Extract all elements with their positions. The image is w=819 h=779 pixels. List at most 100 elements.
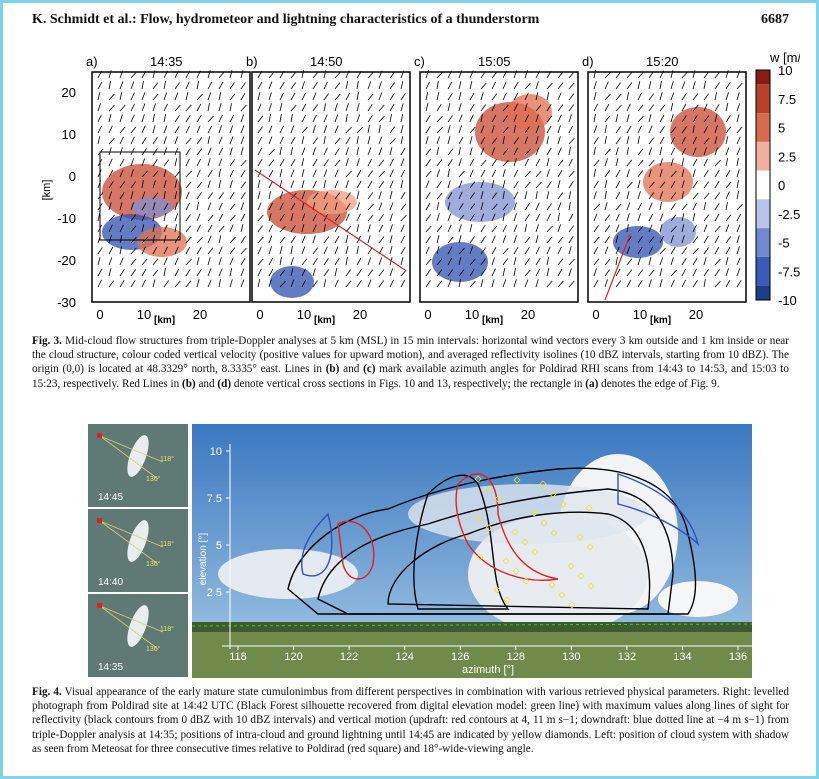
wind-vector (459, 125, 462, 133)
wind-vector (704, 182, 709, 188)
wind-vector (280, 159, 284, 166)
wind-vector (208, 180, 210, 188)
wind-vector (346, 137, 350, 144)
wind-vector (368, 181, 372, 188)
y-tick-label: 5 (216, 540, 222, 552)
wind-vector (131, 137, 134, 144)
wind-vector (230, 94, 235, 100)
wind-vector (671, 280, 674, 287)
wind-vector (230, 204, 235, 210)
wind-vector (302, 93, 306, 100)
panel-time: 15:20 (646, 54, 679, 69)
wind-vector (638, 191, 640, 199)
colorbar-segment (756, 171, 770, 200)
wind-vector (558, 72, 563, 78)
wind-vector (704, 94, 709, 100)
wind-vector (616, 170, 620, 177)
wind-vector (335, 247, 338, 254)
wind-vector (605, 158, 608, 166)
wind-vector (335, 114, 338, 122)
wind-vector (682, 82, 685, 89)
wind-vector (302, 259, 307, 265)
wind-vector (401, 270, 406, 276)
wind-vector (525, 224, 527, 232)
wind-vector (569, 236, 573, 243)
wind-vector (715, 236, 719, 243)
wind-vector (219, 203, 222, 210)
wind-vector (459, 137, 463, 144)
wind-vector (594, 104, 598, 111)
wind-vector (737, 92, 739, 100)
wind-vector (313, 82, 317, 89)
wind-vector (186, 92, 188, 100)
wind-vector (379, 225, 383, 232)
colorbar-label: 2.5 (778, 149, 796, 164)
wind-vector (230, 147, 232, 155)
wind-vector (109, 105, 114, 111)
x-tick-label: 10 (465, 307, 479, 322)
wind-vector (426, 136, 428, 144)
wind-vector (219, 247, 222, 254)
wind-vector (671, 114, 673, 122)
wind-vector (258, 159, 262, 166)
wind-vector (737, 191, 739, 199)
wind-vector (558, 224, 561, 232)
colorbar-segment (756, 84, 770, 113)
y-tick-label: 2.5 (207, 587, 222, 599)
wind-vector (346, 257, 347, 265)
wind-vector (379, 105, 384, 111)
wind-vector (481, 225, 485, 232)
wind-vector (693, 280, 698, 287)
wind-vector (726, 147, 729, 155)
colorbar-segment (756, 257, 770, 286)
wind-vector (390, 127, 395, 133)
wind-vector (525, 247, 529, 254)
wind-vector (175, 258, 178, 265)
wind-vector (186, 214, 190, 221)
wind-vector (726, 115, 730, 122)
wind-vector (660, 268, 662, 276)
wind-vector (715, 259, 720, 265)
x-tick-label: 128 (507, 651, 525, 663)
wind-vector (390, 191, 392, 199)
wind-vector (313, 72, 318, 78)
wind-vector (390, 213, 393, 221)
wind-vector (208, 248, 213, 254)
wind-vector (627, 160, 632, 166)
wind-vector (258, 180, 260, 188)
wind-vector (569, 259, 574, 265)
wind-vector (291, 105, 296, 111)
wind-vector (269, 149, 274, 155)
wind-vector (175, 213, 178, 221)
x-tick-label: 20 (689, 307, 703, 322)
wind-vector (291, 257, 294, 265)
wind-vector (525, 182, 530, 188)
wind-vector (437, 104, 441, 111)
wind-vector (627, 191, 629, 199)
y-tick-label: -20 (57, 253, 76, 268)
wind-vector (492, 94, 497, 100)
wind-vector (514, 257, 516, 265)
wind-vector (335, 160, 340, 166)
wind-vector (131, 127, 136, 133)
wind-vector (605, 116, 610, 122)
wind-vector (357, 147, 358, 155)
wind-vector (346, 81, 348, 89)
wind-vector (671, 81, 673, 89)
wind-vector (492, 226, 497, 232)
wind-vector (269, 170, 273, 177)
caption-text: denote vertical cross sections in Figs. … (231, 378, 585, 390)
wind-vector (627, 136, 629, 144)
wind-vector (241, 236, 245, 243)
wind-vector (558, 247, 562, 254)
wind-vector (514, 192, 518, 199)
wind-vector (594, 214, 597, 221)
wind-vector (448, 82, 452, 89)
colorbar-label: 10 (778, 63, 792, 78)
wind-vector (594, 280, 598, 287)
wind-vector (390, 224, 392, 232)
figure-3: 20100-10-20-30[km]a)14:35010[km]20b)14:5… (30, 50, 800, 330)
wind-vector (379, 257, 382, 265)
wind-vector (175, 171, 180, 177)
wind-vector (401, 148, 405, 155)
